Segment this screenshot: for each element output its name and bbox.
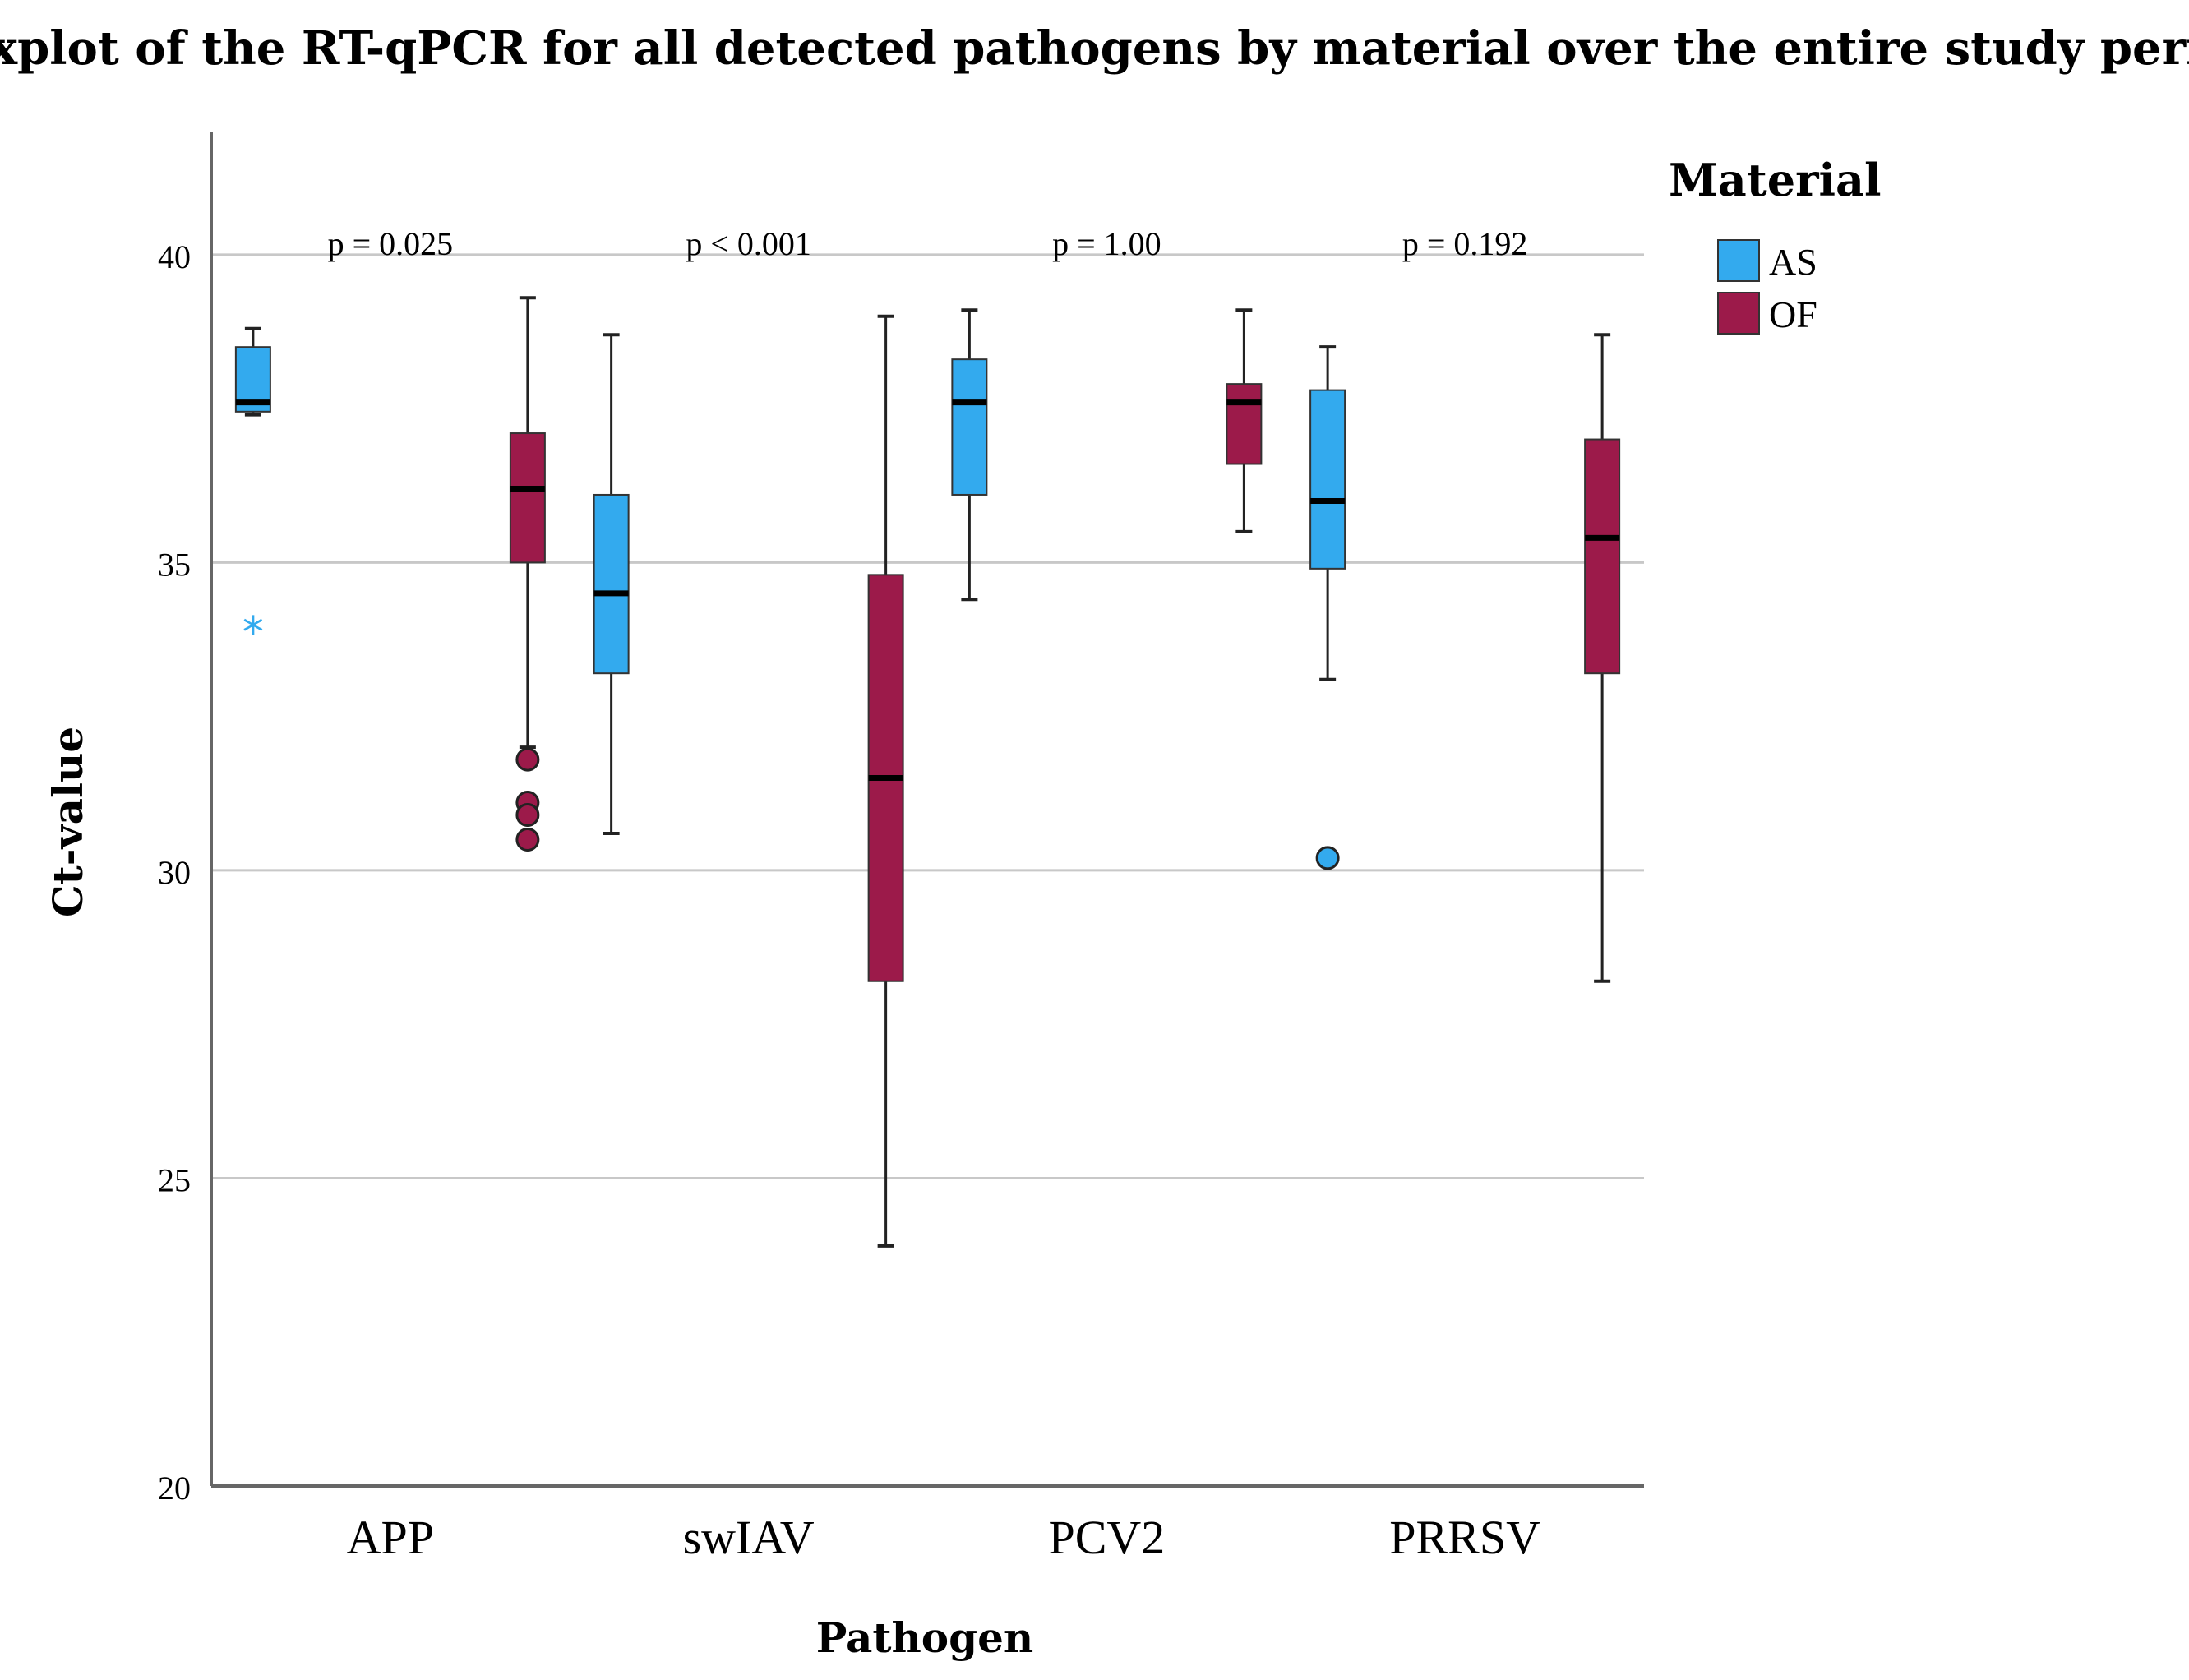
box-AS-APP: *: [234, 326, 271, 658]
x-tick-label: APP: [347, 1511, 434, 1564]
y-tick-label: 40: [158, 238, 191, 275]
box-OF-PCV2: [1226, 308, 1263, 533]
p-value-annotations: p = 0.025 p < 0.001 p = 1.00 p = 0.192: [328, 225, 1528, 262]
p-value-annotation: p = 0.192: [1402, 225, 1528, 262]
box-body: [1309, 389, 1346, 570]
legend-swatch-AS: [1717, 239, 1760, 282]
x-tick-label: PCV2: [1048, 1511, 1165, 1564]
legend-label: AS: [1769, 241, 1817, 283]
box-AS-PRRSV: [1309, 345, 1346, 870]
p-value-annotation: p = 1.00: [1052, 225, 1161, 262]
box-body: [951, 358, 988, 496]
box-OF-PRRSV: [1584, 333, 1621, 983]
p-value-annotation: p = 0.025: [328, 225, 454, 262]
box-body: [593, 493, 630, 675]
p-value-annotation: p < 0.001: [686, 225, 811, 262]
y-tick-label: 35: [158, 546, 191, 583]
box-AS-swIAV: [593, 333, 630, 835]
box-OF-APP: [509, 296, 546, 852]
box-body: [509, 432, 546, 564]
outlier-point: [1315, 846, 1340, 870]
box-OF-swIAV: [867, 314, 904, 1248]
axes: 20 25 30 35 40 APP swIAV PCV2 PRRSV: [158, 132, 1644, 1564]
outlier-point: [515, 802, 540, 827]
x-tick-label: swIAV: [683, 1511, 815, 1564]
box-series: *: [234, 296, 1621, 1248]
box-body: [1584, 438, 1621, 675]
y-axis-label: Ct-value: [44, 727, 92, 917]
y-tick-label: 20: [158, 1470, 191, 1507]
y-tick-label: 25: [158, 1161, 191, 1198]
box-body: [1226, 383, 1263, 465]
legend-label: OF: [1769, 293, 1817, 335]
outlier-point: [515, 747, 540, 772]
x-tick-label: PRRSV: [1389, 1511, 1540, 1564]
outlier-point: [515, 827, 540, 852]
box-AS-PCV2: [951, 308, 988, 602]
extreme-point: *: [242, 608, 264, 658]
x-axis-label: Pathogen: [816, 1613, 1034, 1662]
gridlines: [211, 253, 1644, 1179]
legend-swatch-OF: [1717, 292, 1760, 335]
y-tick-label: 30: [158, 854, 191, 891]
legend-title: Material: [1669, 154, 1882, 206]
chart-title: Boxplot of the RT-qPCR for all detected …: [0, 21, 2189, 76]
legend: Material AS OF: [1669, 154, 1882, 335]
